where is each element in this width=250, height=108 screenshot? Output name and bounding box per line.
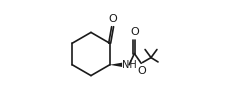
- Text: O: O: [108, 14, 117, 24]
- Text: O: O: [130, 27, 139, 37]
- Text: O: O: [137, 66, 146, 76]
- Text: NH: NH: [122, 60, 137, 70]
- Polygon shape: [110, 63, 122, 67]
